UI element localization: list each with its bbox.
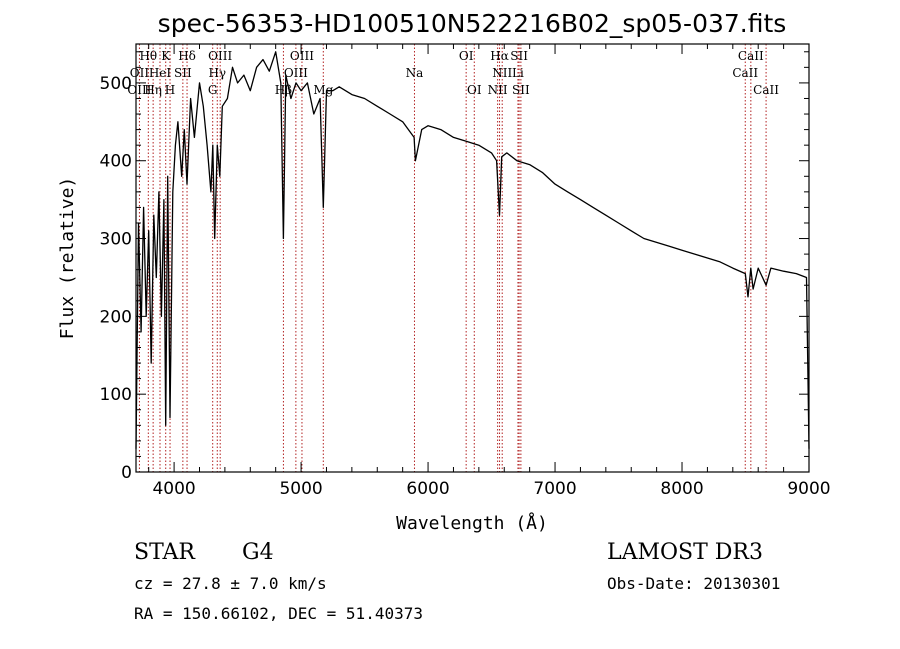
y-axis-ticks: 0 100 200 300 400 500 — [100, 51, 809, 483]
spectral-line-label: G — [208, 83, 218, 97]
spectral-line-label: OII — [130, 66, 150, 80]
object-class: STAR — [134, 540, 196, 565]
x-axis-ticks: 4000 5000 6000 7000 8000 9000 — [148, 44, 831, 499]
spectral-line-label: HeI — [149, 66, 172, 80]
plot-frame — [135, 43, 810, 473]
survey-name: LAMOST DR3 — [607, 540, 763, 565]
spectral-line-label: K — [161, 49, 171, 63]
y-tick-label: 400 — [100, 152, 132, 172]
spectral-line-label: Hθ — [139, 49, 157, 63]
spectral-line-label: SII — [510, 49, 528, 63]
y-tick-label: 200 — [100, 307, 132, 327]
x-tick-label: 5000 — [279, 479, 322, 499]
y-axis-label: Flux (relative) — [57, 177, 78, 340]
spectral-line-label: SII — [174, 66, 192, 80]
spectral-line-label: OIII — [208, 49, 232, 63]
y-tick-label: 100 — [100, 385, 132, 405]
spectral-line-label: CaII — [738, 49, 764, 63]
spectral-marker-lines — [138, 44, 767, 472]
spectral-line-label: CaII — [732, 66, 758, 80]
obs-date-text: Obs-Date: 20130301 — [607, 574, 780, 593]
spectral-line-label: Na — [406, 66, 424, 80]
redshift-text: cz = 27.8 ± 7.0 km/s — [134, 574, 327, 593]
spectral-line-label: Hα — [490, 49, 509, 63]
coordinates-text: RA = 150.66102, DEC = 51.40373 — [134, 604, 423, 623]
x-tick-label: 4000 — [152, 479, 195, 499]
x-tick-label: 7000 — [533, 479, 576, 499]
spectral-line-label: Li — [512, 66, 524, 80]
spectral-line-label: NII — [492, 66, 512, 80]
spectral-line-label: Hδ — [178, 49, 196, 63]
spectrum-line — [135, 51, 810, 449]
spectral-line-label: NII — [488, 83, 508, 97]
spectral-line-label: SII — [512, 83, 530, 97]
spectral-line-label: Hη — [144, 83, 162, 97]
spectral-line-label: OIII — [284, 66, 308, 80]
y-tick-label: 500 — [100, 74, 132, 94]
spectral-line-label: Mg — [313, 83, 333, 97]
object-subclass: G4 — [242, 540, 274, 565]
x-tick-label: 8000 — [660, 479, 703, 499]
spectral-line-label: OI — [467, 83, 482, 97]
spectral-line-label: OI — [459, 49, 474, 63]
y-tick-label: 0 — [121, 463, 132, 483]
y-tick-label: 300 — [100, 230, 132, 250]
x-tick-label: 6000 — [406, 479, 449, 499]
x-tick-label: 9000 — [787, 479, 830, 499]
spectral-line-label: Hγ — [208, 66, 226, 80]
spectrum-series — [135, 51, 810, 449]
chart-title: spec-56353-HD100510N522216B02_sp05-037.f… — [158, 9, 787, 38]
spectral-line-label: CaII — [753, 83, 779, 97]
x-axis-label: Wavelength (Å) — [396, 512, 548, 534]
spectral-line-label: H — [165, 83, 175, 97]
spectral-line-label: OIII — [127, 83, 151, 97]
spectral-line-label: OIII — [290, 49, 314, 63]
